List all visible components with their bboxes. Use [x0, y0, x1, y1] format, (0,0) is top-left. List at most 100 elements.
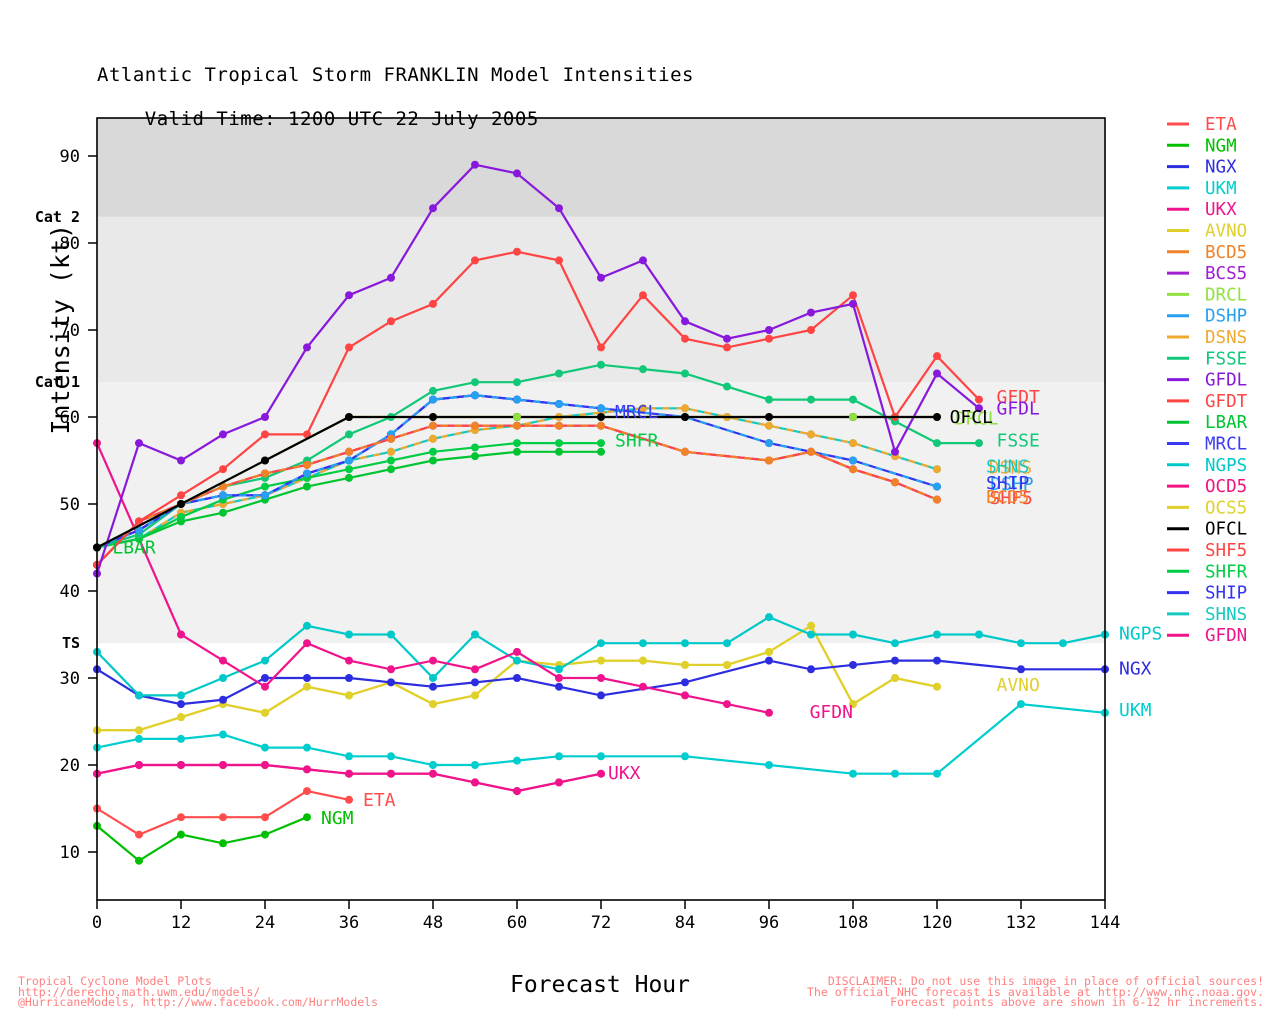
- series-label-dsns: DSNS: [989, 457, 1032, 478]
- series-point-dshp: [219, 491, 227, 500]
- series-point-bcd5: [345, 447, 353, 456]
- series-point-ukx: [555, 778, 563, 787]
- x-tick-label: 24: [255, 913, 275, 933]
- series-point-bcd5: [513, 421, 521, 430]
- series-point-gfdl: [471, 160, 479, 169]
- series-point-dsns: [765, 421, 773, 430]
- series-point-avno: [597, 656, 605, 665]
- series-point-ngps: [807, 630, 815, 639]
- series-point-fsse: [681, 369, 689, 378]
- threshold-label-ts: TS: [62, 634, 80, 652]
- series-label-avno: AVNO: [997, 675, 1040, 696]
- series-point-ofcl: [177, 500, 185, 508]
- series-point-ukx: [219, 761, 227, 769]
- series-point-fsse: [765, 395, 773, 404]
- series-point-ukm: [555, 752, 563, 761]
- series-point-ngx: [345, 674, 353, 682]
- series-point-gfdn: [555, 674, 563, 682]
- series-point-ofcl: [261, 456, 269, 465]
- y-tick-label: 10: [60, 843, 80, 863]
- series-line-gfdl: [95, 163, 980, 574]
- series-label-ngps: NGPS: [1119, 624, 1162, 645]
- x-axis-label: Forecast Hour: [509, 972, 690, 998]
- legend-label-ocd5: OCD5: [1205, 477, 1247, 497]
- credit-line-1: Tropical Cyclone Model Plots: [18, 974, 212, 988]
- x-tick-label: 12: [171, 913, 191, 933]
- x-tick-label: 48: [423, 913, 443, 933]
- series-point-shfr: [429, 447, 437, 456]
- series-point-ngps: [849, 630, 857, 639]
- legend-label-fsse: FSSE: [1205, 349, 1247, 369]
- series-point-fsse: [597, 360, 605, 369]
- series-point-gfdl: [513, 169, 521, 178]
- x-tick-label: 36: [339, 913, 359, 933]
- series-point-ngps: [1017, 639, 1025, 648]
- series-point-fsse: [429, 386, 437, 395]
- series-point-gfdl: [807, 308, 815, 317]
- series-label-drcl: DRCL: [955, 409, 999, 430]
- series-point-lbar: [303, 482, 311, 491]
- series-point-gfdn: [513, 647, 521, 656]
- series-point-ngx: [681, 678, 689, 687]
- series-label-eta: ETA: [363, 790, 396, 811]
- y-tick-label: 60: [60, 408, 80, 428]
- series-point-gfdl: [765, 326, 773, 334]
- legend-label-shns: SHNS: [1205, 605, 1247, 625]
- series-point-eta: [177, 813, 185, 822]
- series-point-bcd5: [765, 456, 773, 465]
- title-line-2: Valid Time: 1200 UTC 22 July 2005: [144, 108, 539, 130]
- legend-label-eta: ETA: [1205, 115, 1237, 135]
- x-tick-label: 120: [922, 913, 953, 933]
- series-point-avno: [345, 691, 353, 700]
- series-point-ukm: [219, 730, 227, 739]
- series-point-gfdl: [597, 273, 605, 282]
- series-line-ocd5: [96, 763, 602, 793]
- series-point-ukm: [135, 734, 143, 743]
- series-point-eta: [135, 830, 143, 839]
- series-point-gfdt: [135, 517, 143, 526]
- y-tick-label: 80: [60, 234, 80, 254]
- series-point-gfdt: [177, 491, 185, 500]
- series-point-dshp: [933, 482, 941, 491]
- series-point-ukx: [135, 761, 143, 769]
- series-point-ukx: [513, 787, 521, 796]
- series-point-avno: [891, 674, 899, 682]
- series-point-avno: [849, 700, 857, 709]
- series-point-ukx: [597, 769, 605, 778]
- series-point-dsns: [681, 404, 689, 413]
- series-point-fsse: [555, 369, 563, 378]
- series-point-ngx: [597, 691, 605, 700]
- disclaimer-text: DISCLAIMER: Do not use this image in pla…: [807, 974, 1264, 1009]
- series-point-gfdt: [765, 334, 773, 343]
- legend-label-ofcl: OFCL: [1205, 520, 1247, 540]
- series-line-eta: [96, 789, 350, 836]
- series-point-dshp: [471, 391, 479, 400]
- series-point-gfdt: [975, 395, 983, 404]
- series-point-bcd5: [597, 421, 605, 430]
- series-point-fsse: [639, 365, 647, 374]
- series-point-shfr: [555, 439, 563, 448]
- series-point-ngm: [219, 839, 227, 848]
- series-point-ukx: [471, 778, 479, 787]
- disclaimer-line-1: DISCLAIMER: Do not use this image in pla…: [827, 974, 1264, 988]
- series-point-ngm: [177, 830, 185, 839]
- series-point-gfdl: [933, 369, 941, 378]
- series-point-ofcl: [933, 413, 941, 421]
- series-point-fsse: [807, 395, 815, 404]
- y-tick-label: 50: [60, 495, 80, 515]
- series-point-bcd5: [891, 478, 899, 487]
- disclaimer-line-3: Forecast points above are shown in 6-12 …: [890, 995, 1264, 1009]
- legend-label-ukx: UKX: [1205, 200, 1237, 220]
- series-point-bcd5: [807, 447, 815, 456]
- series-point-lbar: [345, 473, 353, 482]
- series-point-ukx: [429, 769, 437, 778]
- series-label-gfdt: GFDT: [997, 387, 1041, 408]
- series-point-ngx: [765, 656, 773, 665]
- series-point-dshp: [555, 399, 563, 408]
- series-point-shfr: [513, 439, 521, 448]
- series-point-ukx: [303, 765, 311, 774]
- series-point-gfdn: [429, 656, 437, 665]
- series-point-ukx: [345, 769, 353, 778]
- legend-label-ngps: NGPS: [1205, 456, 1247, 476]
- series-point-ofcl: [765, 413, 773, 421]
